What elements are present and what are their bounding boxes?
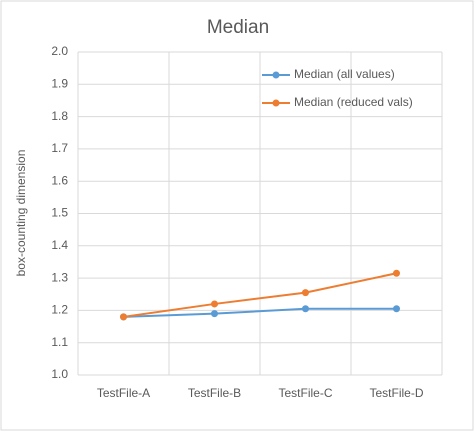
y-tick-label: 1.3	[51, 270, 68, 284]
y-tick-label: 1.1	[51, 335, 68, 349]
data-point	[302, 305, 309, 313]
data-point	[211, 310, 218, 318]
legend-label: Median (reduced vals)	[294, 95, 413, 109]
series-line	[123, 307, 397, 318]
y-tick-label: 1.2	[51, 303, 68, 317]
y-tick-label: 1.8	[51, 109, 68, 123]
data-point	[120, 313, 127, 321]
y-tick-label: 2.0	[51, 44, 68, 58]
y-tick-label: 1.5	[51, 206, 68, 220]
y-tick-label: 1.9	[51, 76, 68, 90]
y-axis-label: box-counting dimension	[14, 150, 28, 277]
y-tick-label: 1.0	[51, 367, 68, 381]
x-tick-label: TestFile-B	[188, 386, 241, 400]
y-tick-label: 1.4	[51, 238, 68, 252]
chart-title: Median	[207, 17, 269, 38]
x-tick-label: TestFile-C	[278, 386, 332, 400]
y-tick-label: 1.7	[51, 141, 68, 155]
legend-marker	[272, 99, 280, 107]
data-point	[211, 300, 218, 308]
legend-label: Median (all values)	[294, 67, 395, 81]
data-point	[302, 289, 309, 297]
data-point	[393, 269, 400, 277]
series-line	[123, 272, 397, 318]
x-tick-label: TestFile-A	[97, 386, 150, 400]
y-tick-label: 1.6	[51, 173, 68, 187]
data-point	[393, 305, 400, 313]
legend-marker	[272, 71, 280, 79]
x-tick-label: TestFile-D	[369, 386, 423, 400]
